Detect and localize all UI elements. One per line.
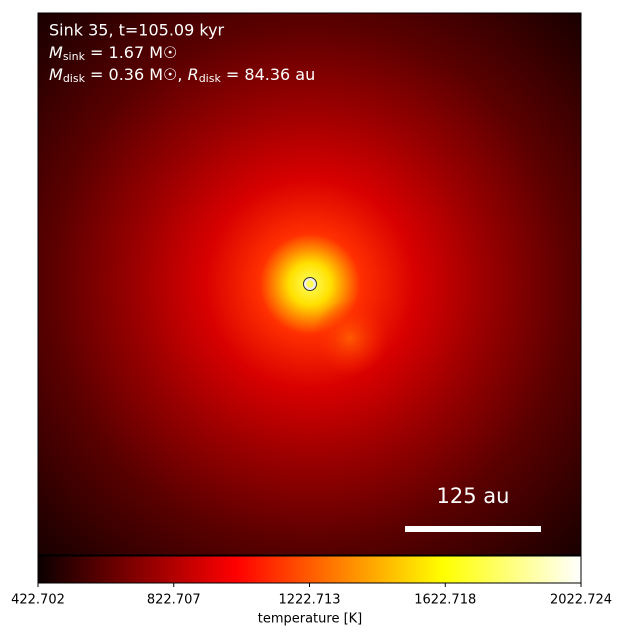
colorbar-tick-label: 1222.713 xyxy=(278,593,340,608)
annotation: Sink 35, t=105.09 kyr xyxy=(49,21,225,40)
subscript: disk xyxy=(63,72,86,85)
hot-spot xyxy=(300,290,400,390)
symbol: M xyxy=(49,65,63,84)
colorbar xyxy=(37,555,582,584)
temperature-map xyxy=(38,13,581,555)
sink-marker xyxy=(303,277,317,291)
map-frame xyxy=(37,12,582,556)
sink-marker-outline xyxy=(303,277,317,291)
subscript: disk xyxy=(199,72,222,85)
colorbar-tick-label: 1622.718 xyxy=(414,593,476,608)
subscript: sink xyxy=(63,50,86,63)
colorbar-tick-label: 2022.724 xyxy=(550,593,612,608)
annotation-text: = 0.36 M☉, xyxy=(85,65,188,84)
symbol: R xyxy=(188,65,199,84)
map-background xyxy=(38,13,581,555)
scalebar-label: 125 au xyxy=(437,484,510,508)
colorbar-label: temperature [K] xyxy=(258,612,363,627)
colorbar-tick-label: 822.707 xyxy=(147,593,201,608)
colorbar-tick-label: 422.702 xyxy=(11,593,65,608)
annotation-text: = 84.36 au xyxy=(221,65,315,84)
annotation-text: = 1.67 M☉ xyxy=(85,43,177,62)
annotation: Msink = 1.67 M☉ xyxy=(49,43,177,64)
annotation: Mdisk = 0.36 M☉, Rdisk = 84.36 au xyxy=(49,65,315,86)
symbol: M xyxy=(49,43,63,62)
